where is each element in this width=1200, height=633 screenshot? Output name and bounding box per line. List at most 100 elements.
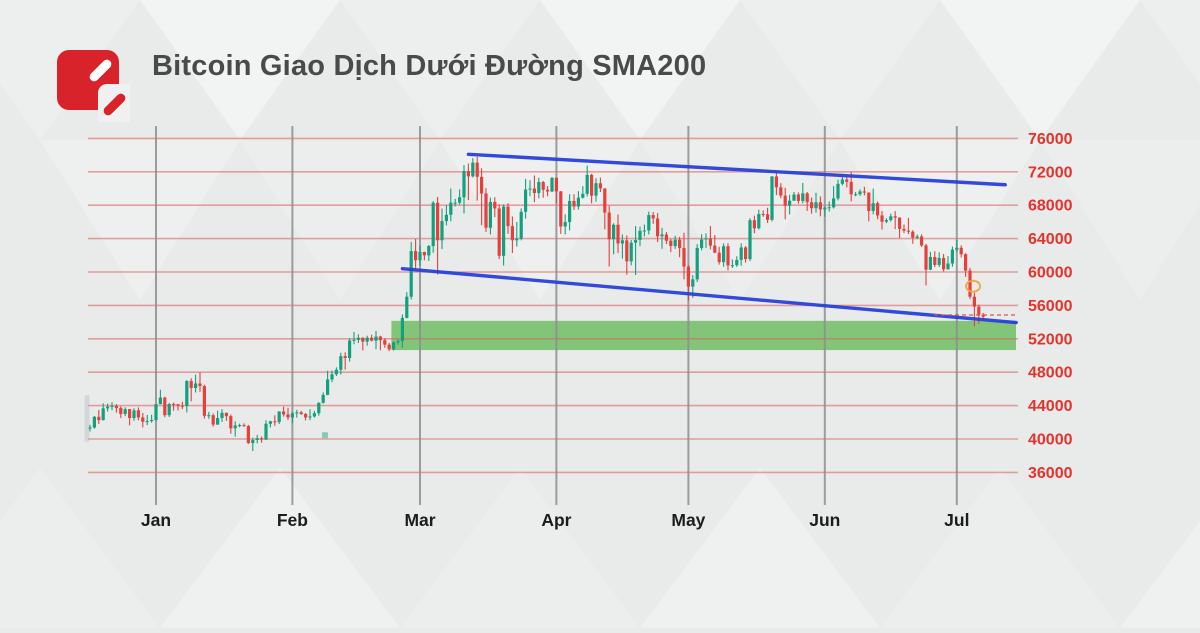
candle-body	[97, 416, 101, 421]
month-label: Jan	[141, 510, 171, 530]
candle-body	[678, 239, 682, 248]
candle-body	[290, 413, 294, 418]
candle-body	[779, 187, 783, 196]
candles	[88, 156, 985, 452]
candle-body	[840, 179, 844, 184]
month-label: Feb	[277, 510, 308, 530]
candle-body	[172, 404, 176, 406]
candle-body	[625, 240, 629, 262]
candle-body	[352, 339, 356, 341]
candle-body	[453, 202, 457, 204]
v-gridlines: Jan Feb Mar Apr May Jun Jul	[141, 126, 969, 530]
candle-body	[207, 415, 211, 417]
pattern-triangle	[1140, 0, 1200, 84]
candle-body	[871, 203, 875, 211]
candle-body	[576, 197, 580, 207]
candle-body	[981, 314, 985, 317]
candle-body	[713, 245, 717, 253]
candle-body	[202, 386, 206, 416]
candle-body	[686, 266, 690, 287]
candle-body	[849, 181, 853, 195]
candle-body	[823, 207, 827, 210]
y-tick-label: 36000	[1028, 465, 1073, 482]
pattern-triangle	[540, 0, 740, 140]
pattern-triangle	[400, 468, 640, 628]
candle-body	[620, 240, 624, 244]
candle-body	[647, 215, 651, 231]
y-tick-label: 56000	[1028, 298, 1073, 315]
y-tick-label: 76000	[1028, 131, 1073, 148]
candle-body	[251, 440, 255, 444]
candle-body	[695, 247, 699, 280]
candle-body	[510, 226, 514, 241]
candle-body	[862, 191, 866, 193]
candle-body	[185, 380, 189, 407]
candle-body	[260, 438, 264, 440]
candle-body	[370, 337, 374, 341]
candle-body	[154, 404, 158, 420]
candle-body	[224, 412, 228, 417]
pattern-triangle	[160, 468, 400, 628]
candle-body	[242, 425, 246, 427]
candle-body	[788, 200, 792, 206]
candle-body	[924, 245, 928, 270]
candle-body	[656, 218, 660, 237]
candle-body	[268, 421, 272, 424]
candle-body	[884, 220, 888, 222]
page-title: Bitcoin Giao Dịch Dưới Đường SMA200	[152, 50, 707, 82]
candle-body	[937, 257, 941, 265]
candle-body	[669, 240, 673, 247]
candle-body	[660, 234, 664, 237]
header: Bitcoin Giao Dịch Dưới Đường SMA200	[0, 0, 1200, 122]
month-label: Apr	[541, 510, 571, 530]
pattern-triangle	[240, 140, 440, 300]
candle-body	[356, 337, 360, 340]
candle-body	[198, 383, 202, 387]
brand-logo-icon	[57, 50, 130, 128]
pattern-triangle	[640, 468, 880, 628]
candle-body	[189, 380, 193, 388]
candle-body	[920, 236, 924, 246]
candle-body	[748, 220, 752, 260]
left-edge-ghost-candle	[84, 395, 90, 442]
candle-body	[493, 201, 497, 209]
candle-body	[827, 207, 831, 209]
candle-body	[796, 194, 800, 201]
candle-body	[317, 402, 321, 414]
candle-body	[339, 356, 343, 370]
month-label: Mar	[404, 510, 435, 530]
candle-body	[167, 404, 171, 416]
y-tick-label: 48000	[1028, 365, 1073, 382]
candle-body	[959, 247, 963, 255]
candle-body	[691, 279, 695, 287]
candle-body	[880, 215, 884, 222]
candle-body	[911, 231, 915, 238]
pattern-triangle	[880, 468, 1120, 628]
candle-body	[792, 194, 796, 201]
candle-body	[145, 421, 149, 423]
candle-body	[568, 200, 572, 223]
pattern-triangle	[140, 0, 340, 140]
candle-body	[532, 188, 536, 194]
candle-body	[180, 405, 184, 407]
candle-body	[818, 202, 822, 210]
candle-body	[977, 306, 981, 315]
candle-body	[365, 337, 369, 342]
candle-body	[638, 230, 642, 240]
candle-body	[805, 193, 809, 203]
candle-body	[132, 410, 136, 419]
candle-body	[343, 356, 347, 359]
candle-body	[238, 425, 242, 427]
candle-body	[537, 181, 541, 194]
h-gridlines: 76000 72000 68000 64000 60000 56000 52000 48000…	[88, 131, 1073, 482]
pattern-triangle	[340, 0, 540, 140]
stray-mark	[321, 432, 328, 439]
candle-body	[405, 296, 409, 318]
candle-body	[836, 183, 840, 199]
y-tick-label: 52000	[1028, 331, 1073, 348]
pattern-triangle	[940, 0, 1140, 140]
candle-body	[893, 216, 897, 218]
candle-body	[480, 176, 484, 194]
candle-body	[651, 215, 655, 219]
